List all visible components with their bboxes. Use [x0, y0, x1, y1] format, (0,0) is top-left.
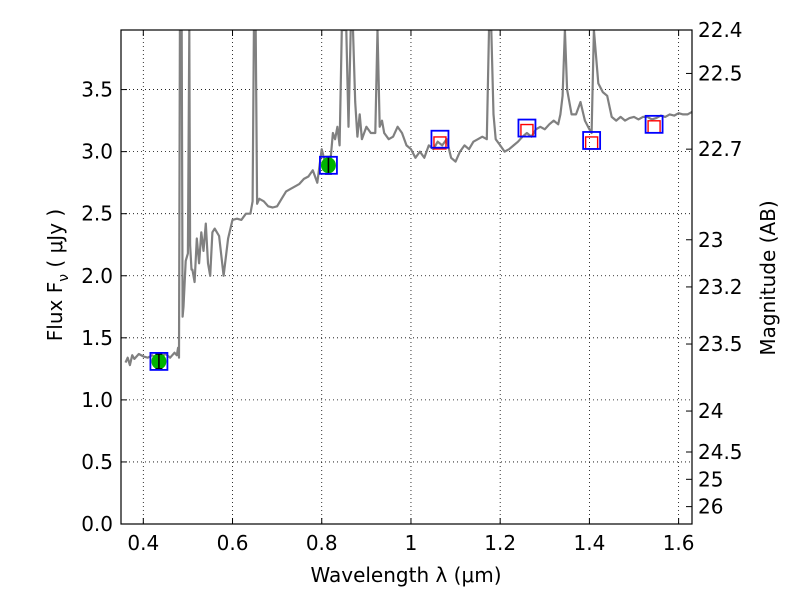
photometry-point [582, 131, 602, 150]
x-tick-label: 1 [405, 531, 418, 555]
right-tick-label: 23.5 [698, 332, 743, 356]
photometry-point [644, 114, 664, 134]
upper-limit-marker [433, 136, 447, 150]
upper-limit-marker [647, 120, 661, 134]
y-axis-label-unit: ( μJy ) [43, 209, 67, 274]
model-flux-marker [644, 114, 664, 134]
x-tick-label: 1.4 [573, 531, 605, 555]
model-flux-marker [430, 129, 450, 149]
y-tick-label: 2.5 [81, 202, 113, 226]
model-flux-marker [149, 352, 169, 371]
x-tick-label: 1.6 [663, 531, 695, 555]
right-axis-ticks: 22.4 22.5 22.7 23 23.2 23.5 24 24.5 25 26 [686, 18, 743, 519]
x-tick-label: 0.8 [306, 531, 338, 555]
sed-model-line [124, 30, 692, 367]
y-axis-label: Flux Fν ( μJy ) [43, 209, 72, 341]
y-tick-label: 3.5 [81, 78, 113, 102]
right-tick-label: 23 [698, 228, 723, 252]
upper-limit-marker [584, 136, 599, 150]
photometry-point [517, 118, 537, 138]
right-tick-label: 25 [698, 467, 723, 491]
photometry-layer [149, 114, 664, 371]
plot-frame [120, 29, 693, 525]
right-tick-label: 22.7 [698, 137, 743, 161]
y-axis-ticks: 0.0 0.5 1.0 1.5 2.0 2.5 3.0 3.5 [81, 78, 127, 536]
photometry-point [319, 155, 338, 175]
x-tick-label: 0.6 [217, 531, 249, 555]
y-tick-label: 1.0 [81, 388, 113, 412]
right-tick-label: 22.4 [698, 18, 743, 42]
model-flux-marker [319, 155, 338, 175]
y-axis-label-sub: ν [56, 274, 72, 282]
y-axis-label-main: Flux F [43, 282, 67, 341]
right-tick-label: 24 [698, 399, 723, 423]
model-flux-marker [517, 118, 537, 138]
y-tick-label: 0.0 [81, 512, 113, 536]
x-axis-label: Wavelength λ (μm) [310, 563, 501, 587]
right-axis-label: Magnitude (AB) [756, 200, 780, 355]
x-tick-label: 0.4 [127, 531, 159, 555]
right-tick-label: 23.2 [698, 275, 743, 299]
sed-model-layer [124, 30, 692, 367]
x-axis-ticks: 0.4 0.6 0.8 1 1.2 1.4 1.6 [127, 30, 695, 555]
right-tick-label: 26 [698, 495, 723, 519]
grid-lines [121, 30, 692, 525]
photometry-point [149, 352, 169, 371]
upper-limit-marker [520, 123, 534, 138]
right-tick-label: 22.5 [698, 61, 743, 85]
photometry-point [430, 129, 450, 150]
y-tick-label: 0.5 [81, 450, 113, 474]
right-tick-label: 24.5 [698, 440, 743, 464]
y-tick-label: 1.5 [81, 326, 113, 350]
model-flux-marker [582, 131, 602, 150]
y-tick-label: 3.0 [81, 140, 113, 164]
x-tick-label: 1.2 [484, 531, 516, 555]
y-tick-label: 2.0 [81, 264, 113, 288]
